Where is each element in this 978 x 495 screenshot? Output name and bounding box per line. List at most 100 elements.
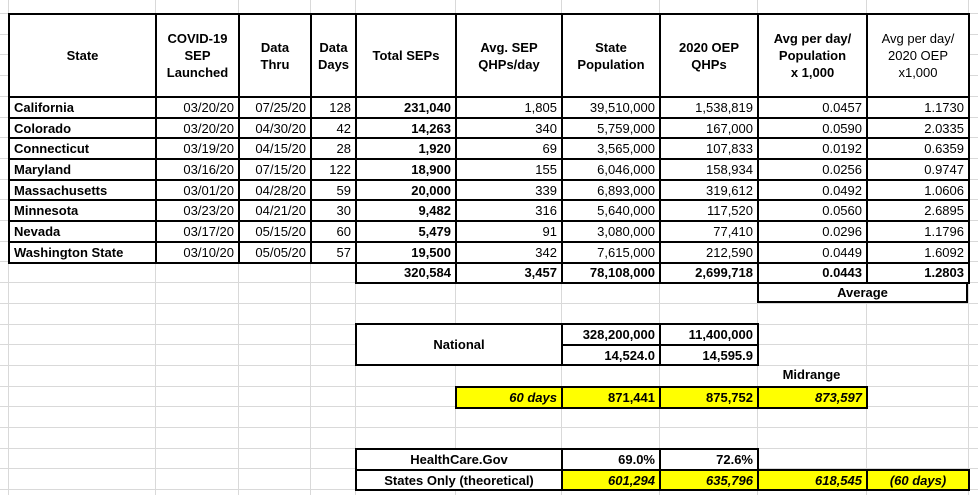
- data-days-cell[interactable]: 122: [310, 158, 357, 181]
- healthcare-gov-pct-pop-cell[interactable]: 69.0%: [561, 448, 661, 471]
- avg-sep-qhps-cell[interactable]: 316: [455, 199, 563, 223]
- oep-qhps-cell[interactable]: 212,590: [659, 240, 759, 264]
- state-population-cell[interactable]: 3,080,000: [561, 220, 661, 243]
- avg-day-oep-cell[interactable]: 2.0335: [866, 116, 970, 140]
- data-thru-cell[interactable]: 04/15/20: [238, 137, 312, 161]
- data-thru-cell[interactable]: 05/05/20: [238, 240, 312, 264]
- data-days-cell[interactable]: 30: [310, 199, 357, 223]
- national-avg-day-pop-cell[interactable]: 14,524.0: [561, 343, 661, 367]
- avg-sep-qhps-cell[interactable]: 91: [455, 220, 563, 243]
- column-header-avg-sep-qhps[interactable]: Avg. SEP QHPs/day: [455, 13, 563, 98]
- avg-day-oep-cell[interactable]: 1.6092: [866, 240, 970, 264]
- column-header-total-seps[interactable]: Total SEPs: [355, 13, 457, 98]
- sixty-days-midrange-cell[interactable]: 873,597: [757, 386, 868, 409]
- oep-qhps-cell[interactable]: 1,538,819: [659, 96, 759, 119]
- avg-sep-qhps-cell[interactable]: 69: [455, 137, 563, 161]
- oep-qhps-cell[interactable]: 77,410: [659, 220, 759, 243]
- state-name-cell[interactable]: California: [8, 96, 157, 119]
- avg-day-oep-cell[interactable]: 0.9747: [866, 158, 970, 181]
- healthcare-gov-label-cell[interactable]: HealthCare.Gov: [355, 448, 563, 471]
- column-header-data-days[interactable]: Data Days: [310, 13, 357, 98]
- sep-launched-cell[interactable]: 03/19/20: [155, 137, 240, 161]
- total-seps-cell[interactable]: 231,040: [355, 96, 457, 119]
- avg-sep-qhps-cell[interactable]: 339: [455, 178, 563, 202]
- sep-launched-cell[interactable]: 03/23/20: [155, 199, 240, 223]
- average-label-cell[interactable]: Average: [757, 282, 968, 303]
- data-days-cell[interactable]: 28: [310, 137, 357, 161]
- total-seps-cell[interactable]: 14,263: [355, 116, 457, 140]
- column-header-sep-launched[interactable]: COVID-19 SEP Launched: [155, 13, 240, 98]
- avg-day-oep-cell[interactable]: 0.6359: [866, 137, 970, 161]
- column-header-state[interactable]: State: [8, 13, 157, 98]
- avg-day-oep-cell[interactable]: 1.1730: [866, 96, 970, 119]
- total-seps-cell[interactable]: 9,482: [355, 199, 457, 223]
- sep-launched-cell[interactable]: 03/17/20: [155, 220, 240, 243]
- national-oep-qhps-cell[interactable]: 11,400,000: [659, 323, 759, 346]
- national-avg-day-oep-cell[interactable]: 14,595.9: [659, 343, 759, 367]
- avg-day-oep-cell[interactable]: 2.6895: [866, 199, 970, 223]
- totals-avg-day-pop-cell[interactable]: 0.0443: [757, 261, 868, 285]
- sixty-days-projection-oep-cell[interactable]: 875,752: [659, 386, 759, 409]
- sep-launched-cell[interactable]: 03/16/20: [155, 158, 240, 181]
- state-name-cell[interactable]: Washington State: [8, 240, 157, 264]
- national-label-cell[interactable]: National: [355, 322, 563, 367]
- avg-sep-qhps-cell[interactable]: 1,805: [455, 96, 563, 119]
- state-population-cell[interactable]: 3,565,000: [561, 137, 661, 161]
- totals-avg-day-oep-cell[interactable]: 1.2803: [866, 261, 970, 285]
- totals-total-seps-cell[interactable]: 320,584: [355, 261, 457, 285]
- total-seps-cell[interactable]: 5,479: [355, 220, 457, 243]
- sep-launched-cell[interactable]: 03/20/20: [155, 116, 240, 140]
- sixty-days-projection-pop-cell[interactable]: 871,441: [561, 386, 661, 409]
- avg-day-oep-cell[interactable]: 1.1796: [866, 220, 970, 243]
- totals-avg-sep-qhps-cell[interactable]: 3,457: [455, 261, 563, 285]
- data-days-cell[interactable]: 128: [310, 96, 357, 119]
- oep-qhps-cell[interactable]: 319,612: [659, 178, 759, 202]
- avg-sep-qhps-cell[interactable]: 340: [455, 116, 563, 140]
- data-thru-cell[interactable]: 04/21/20: [238, 199, 312, 223]
- states-only-60-days-cell[interactable]: (60 days): [866, 468, 970, 492]
- state-name-cell[interactable]: Connecticut: [8, 137, 157, 161]
- avg-sep-qhps-cell[interactable]: 155: [455, 158, 563, 181]
- oep-qhps-cell[interactable]: 167,000: [659, 116, 759, 140]
- avg-day-oep-cell[interactable]: 1.0606: [866, 178, 970, 202]
- avg-day-pop-cell[interactable]: 0.0492: [757, 178, 868, 202]
- oep-qhps-cell[interactable]: 117,520: [659, 199, 759, 223]
- state-name-cell[interactable]: Nevada: [8, 220, 157, 243]
- state-population-cell[interactable]: 6,046,000: [561, 158, 661, 181]
- avg-day-pop-cell[interactable]: 0.0296: [757, 220, 868, 243]
- data-days-cell[interactable]: 59: [310, 178, 357, 202]
- totals-state-population-cell[interactable]: 78,108,000: [561, 261, 661, 285]
- state-population-cell[interactable]: 7,615,000: [561, 240, 661, 264]
- column-header-avg-per-day-population[interactable]: Avg per day/ Population x 1,000: [757, 13, 868, 98]
- data-thru-cell[interactable]: 07/25/20: [238, 96, 312, 119]
- avg-day-pop-cell[interactable]: 0.0449: [757, 240, 868, 264]
- total-seps-cell[interactable]: 20,000: [355, 178, 457, 202]
- data-days-cell[interactable]: 57: [310, 240, 357, 264]
- state-name-cell[interactable]: Colorado: [8, 116, 157, 140]
- oep-qhps-cell[interactable]: 158,934: [659, 158, 759, 181]
- avg-day-pop-cell[interactable]: 0.0256: [757, 158, 868, 181]
- state-name-cell[interactable]: Massachusetts: [8, 178, 157, 202]
- sixty-days-label-cell[interactable]: 60 days: [455, 386, 563, 409]
- state-population-cell[interactable]: 6,893,000: [561, 178, 661, 202]
- total-seps-cell[interactable]: 19,500: [355, 240, 457, 264]
- column-header-state-population[interactable]: State Population: [561, 13, 661, 98]
- state-population-cell[interactable]: 39,510,000: [561, 96, 661, 119]
- data-days-cell[interactable]: 60: [310, 220, 357, 243]
- avg-day-pop-cell[interactable]: 0.0560: [757, 199, 868, 223]
- sep-launched-cell[interactable]: 03/20/20: [155, 96, 240, 119]
- sep-launched-cell[interactable]: 03/01/20: [155, 178, 240, 202]
- data-thru-cell[interactable]: 05/15/20: [238, 220, 312, 243]
- national-population-cell[interactable]: 328,200,000: [561, 323, 661, 346]
- state-name-cell[interactable]: Minnesota: [8, 199, 157, 223]
- states-only-midrange-cell[interactable]: 618,545: [757, 468, 868, 492]
- column-header-2020-oep-qhps[interactable]: 2020 OEP QHPs: [659, 13, 759, 98]
- state-population-cell[interactable]: 5,640,000: [561, 199, 661, 223]
- midrange-label[interactable]: Midrange: [782, 367, 841, 382]
- healthcare-gov-pct-oep-cell[interactable]: 72.6%: [659, 448, 759, 471]
- states-only-pop-cell[interactable]: 601,294: [561, 468, 661, 492]
- data-thru-cell[interactable]: 07/15/20: [238, 158, 312, 181]
- total-seps-cell[interactable]: 18,900: [355, 158, 457, 181]
- states-only-oep-cell[interactable]: 635,796: [659, 468, 759, 492]
- states-only-label-cell[interactable]: States Only (theoretical): [355, 468, 563, 492]
